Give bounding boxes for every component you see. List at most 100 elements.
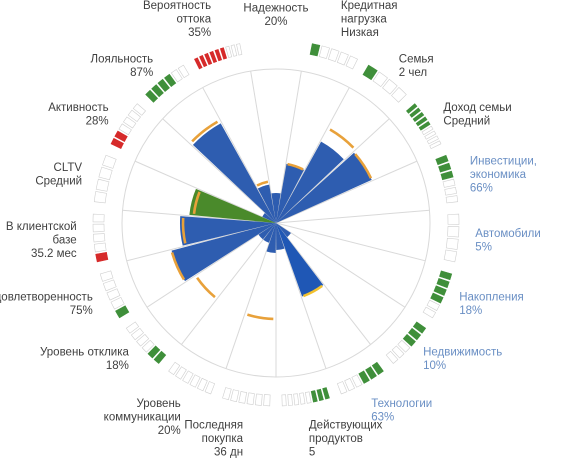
sector-13-label: Удовлетворенность75%	[0, 292, 93, 318]
sector-14-label-line: базе	[53, 235, 77, 247]
sector-1-segment	[318, 45, 330, 59]
sector-14-label-line: 35.2 мес	[31, 248, 77, 260]
sector-14-segment	[93, 233, 106, 243]
sector-4-segment	[445, 195, 459, 204]
grid-line	[181, 222, 277, 345]
outer-segments-layer	[92, 43, 460, 407]
sector-9-segment	[287, 393, 293, 406]
sector-6-segment	[426, 299, 440, 311]
sector-4-label: Инвестиции, экономика 66%	[470, 155, 537, 194]
sector-1-label-line: Кредитная	[341, 0, 398, 12]
sector-1-segment	[309, 43, 321, 57]
sector-4-segment	[438, 162, 452, 173]
sector-18-label: Вероятность оттока 35%	[143, 0, 212, 39]
sector-6-segment	[433, 285, 447, 296]
sector-12-segment	[125, 321, 140, 334]
sector-11-segment	[204, 381, 216, 395]
sector-7-segment	[402, 333, 416, 347]
sector-18-segment	[225, 45, 233, 59]
sector-7-label-line: Недвижимость	[423, 347, 502, 359]
sector-6-segment	[430, 292, 444, 304]
sector-18-segment	[214, 48, 223, 62]
sector-12-label: Уровень отклика 18%	[40, 347, 129, 373]
sector-18-segment	[209, 50, 218, 64]
sector-8-label: Технологии 63%	[371, 398, 432, 424]
sector-11-segment	[182, 370, 194, 384]
sector-16-segment	[122, 116, 137, 129]
sector-9-label-line: Действующих	[309, 419, 383, 431]
sector-18-segment	[194, 57, 203, 70]
grid-line	[275, 160, 418, 224]
sector-12-bar	[258, 223, 276, 240]
sector-13-segment	[115, 305, 130, 319]
sector-4-segment	[442, 178, 456, 188]
sector-1-label-line: нагрузка	[341, 13, 388, 25]
sector-6-segment	[439, 270, 453, 281]
sector-18-label-line: оттока	[176, 13, 211, 25]
sector-10-label-line: покупка	[202, 433, 244, 445]
sector-15-segment	[102, 154, 117, 169]
sector-11-label-line: Уровень	[136, 398, 180, 410]
sector-3-label-line: Доход семьи	[443, 102, 511, 114]
sector-9-segment	[304, 391, 312, 404]
sector-11-label-line: коммуникации	[104, 411, 181, 423]
sector-3-segment	[426, 135, 439, 145]
sector-3-segment	[412, 111, 425, 122]
grid-line	[275, 209, 430, 224]
sector-18-label-line: 35%	[188, 27, 211, 39]
sector-2-segment	[372, 71, 388, 88]
grid-line	[134, 160, 277, 224]
sector-10-segment	[238, 391, 248, 404]
sector-16-label: Активность 28%	[48, 102, 108, 128]
sector-9-label-line: 5	[309, 446, 315, 458]
sector-8-threshold-mark	[302, 284, 323, 298]
grid-line	[275, 222, 426, 262]
sector-9-label: Действующих продуктов 5	[309, 419, 383, 458]
sector-3-label-line: Средний	[443, 115, 490, 127]
sector-17-segment	[151, 84, 164, 98]
sector-10-label: Последняя покупка 36 дн	[184, 419, 243, 458]
sector-12-segment	[153, 350, 167, 364]
sector-16-segment	[110, 137, 124, 149]
grid-line	[202, 87, 277, 224]
sector-2-segment	[391, 86, 407, 103]
sector-14-label-line: В клиентской	[6, 221, 77, 233]
sector-16-label-line: 28%	[86, 115, 109, 127]
sector-10-label-line: 36 дн	[214, 446, 243, 458]
sector-3-bar	[276, 152, 372, 223]
sector-6-label-line: Накопления	[459, 292, 524, 304]
sector-13-bar	[171, 223, 276, 282]
sector-10-segment	[263, 394, 271, 407]
sector-10-label-line: Последняя	[184, 419, 243, 431]
sector-3-threshold-mark	[354, 153, 373, 179]
sector-0-bar	[271, 192, 281, 223]
sector-2-segment	[362, 64, 378, 81]
grid-layer	[121, 68, 431, 378]
sector-12-label-line: Уровень отклика	[40, 347, 129, 359]
sector-12-segment	[136, 333, 150, 347]
sector-11-bar	[263, 223, 276, 243]
sector-11-segment	[175, 366, 187, 380]
sector-13-label-line: 75%	[70, 305, 93, 317]
sector-8-segment	[351, 374, 363, 388]
sector-13-label-line: Удовлетворенность	[0, 292, 93, 304]
sector-10-bar	[266, 223, 276, 253]
sector-9-label-line: продуктов	[309, 433, 363, 445]
sector-7-label: Недвижимость 10%	[423, 347, 502, 373]
sector-17-segment	[157, 78, 170, 92]
sector-4-segment	[435, 154, 449, 166]
sector-4-label-line: Инвестиции,	[470, 155, 537, 167]
sector-labels-layer: Надежность 20%Кредитная нагрузка НизкаяСемь…	[0, 0, 541, 458]
sector-14-label: В клиентской базе 35.2 мес	[6, 221, 77, 260]
sector-12-segment	[130, 327, 145, 341]
sector-9-segment	[281, 394, 287, 407]
grid-line	[146, 222, 277, 308]
sector-10-threshold-mark	[246, 313, 274, 321]
sector-5-segment	[447, 226, 460, 238]
sector-18-segment	[230, 44, 238, 57]
sector-13-threshold-mark	[170, 252, 186, 281]
sector-17-segment	[170, 69, 183, 83]
sector-7-segment	[397, 339, 411, 353]
sector-2-segment	[382, 78, 398, 95]
